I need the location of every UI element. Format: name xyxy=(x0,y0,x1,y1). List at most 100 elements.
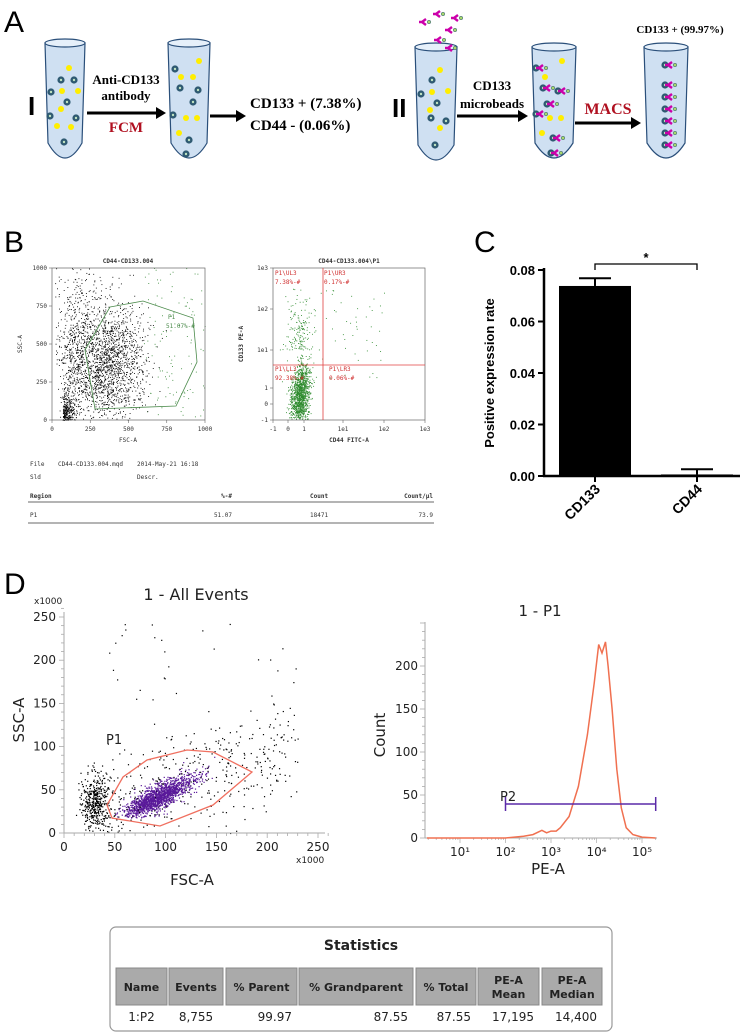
event-dot xyxy=(97,350,99,352)
event-dot xyxy=(298,396,300,398)
event-dot xyxy=(95,376,97,378)
event-dot xyxy=(102,409,103,411)
event-dot xyxy=(75,383,77,385)
event-dot xyxy=(102,367,104,369)
event-dot xyxy=(94,326,96,328)
unlabeled-cell xyxy=(178,74,184,80)
antibody-icon xyxy=(553,134,561,142)
event-dot xyxy=(63,375,65,377)
event-dot xyxy=(309,385,311,387)
event-dot xyxy=(291,395,292,397)
event-dot xyxy=(107,370,109,372)
event-dot xyxy=(107,401,108,403)
event-dot xyxy=(89,337,91,339)
event-dot xyxy=(296,379,298,381)
event-dot xyxy=(112,333,114,335)
event-dot xyxy=(129,330,131,332)
event-dot xyxy=(174,778,176,780)
event-dot xyxy=(109,380,111,382)
event-dot xyxy=(303,396,304,398)
event-dot xyxy=(170,291,172,293)
event-dot xyxy=(64,393,66,395)
event-dot xyxy=(103,362,105,363)
event-dot xyxy=(303,380,305,382)
event-dot xyxy=(300,358,302,360)
event-dot xyxy=(95,361,97,363)
event-dot xyxy=(89,393,91,395)
event-dot xyxy=(136,349,138,351)
event-dot xyxy=(103,409,105,411)
antibody-icon xyxy=(547,100,555,108)
event-dot xyxy=(93,812,96,814)
event-dot xyxy=(309,376,310,378)
event-dot xyxy=(301,344,303,346)
event-dot xyxy=(119,369,121,371)
event-dot xyxy=(296,295,298,297)
event-dot xyxy=(366,350,368,352)
event-dot xyxy=(149,802,151,804)
event-dot xyxy=(298,328,300,330)
event-dot xyxy=(80,372,82,374)
event-dot xyxy=(302,390,304,392)
event-dot xyxy=(133,347,134,349)
event-dot xyxy=(78,331,80,333)
event-dot xyxy=(118,287,120,289)
event-dot xyxy=(94,803,96,805)
event-dot xyxy=(306,403,308,405)
event-dot xyxy=(120,384,122,386)
event-dot xyxy=(61,362,63,364)
event-dot xyxy=(289,412,291,414)
event-dot xyxy=(120,361,122,363)
event-dot xyxy=(299,410,301,412)
event-dot xyxy=(295,384,297,386)
event-dot xyxy=(296,406,298,408)
event-dot xyxy=(298,409,300,411)
event-dot xyxy=(289,329,291,331)
event-dot xyxy=(72,346,74,348)
event-dot xyxy=(308,370,310,372)
event-dot xyxy=(65,401,67,403)
event-dot xyxy=(80,349,82,351)
event-dot xyxy=(96,772,99,774)
event-dot xyxy=(309,381,311,383)
event-dot xyxy=(102,341,104,343)
y-tick-label: -1 xyxy=(261,417,269,424)
event-dot xyxy=(293,397,295,399)
event-dot xyxy=(103,327,105,329)
event-dot xyxy=(355,321,357,323)
event-dot xyxy=(87,336,89,338)
event-dot xyxy=(105,359,107,361)
event-dot xyxy=(76,272,78,274)
event-dot xyxy=(118,369,120,370)
event-dot xyxy=(65,382,67,384)
event-dot xyxy=(297,397,298,399)
event-dot xyxy=(132,363,134,364)
event-dot xyxy=(103,385,105,387)
event-dot xyxy=(299,391,301,392)
event-dot xyxy=(89,371,91,373)
event-dot xyxy=(84,331,86,333)
event-dot xyxy=(143,393,145,395)
event-dot xyxy=(87,398,88,400)
event-dot xyxy=(82,391,84,393)
event-dot xyxy=(121,350,123,352)
event-dot xyxy=(290,311,292,313)
event-dot xyxy=(114,365,116,367)
event-dot xyxy=(126,371,128,373)
event-dot xyxy=(107,400,109,402)
event-dot xyxy=(299,406,301,408)
event-dot xyxy=(104,370,106,372)
event-dot xyxy=(302,327,304,329)
event-dot xyxy=(76,413,78,414)
event-dot xyxy=(70,327,72,329)
event-dot xyxy=(81,390,83,392)
event-dot xyxy=(298,388,300,390)
event-dot xyxy=(69,334,71,335)
event-dot xyxy=(64,346,66,348)
event-dot xyxy=(69,381,71,383)
event-dot xyxy=(142,354,144,355)
event-dot xyxy=(159,391,161,392)
event-dot xyxy=(90,368,92,370)
event-dot xyxy=(129,375,130,377)
event-dot xyxy=(299,384,301,386)
